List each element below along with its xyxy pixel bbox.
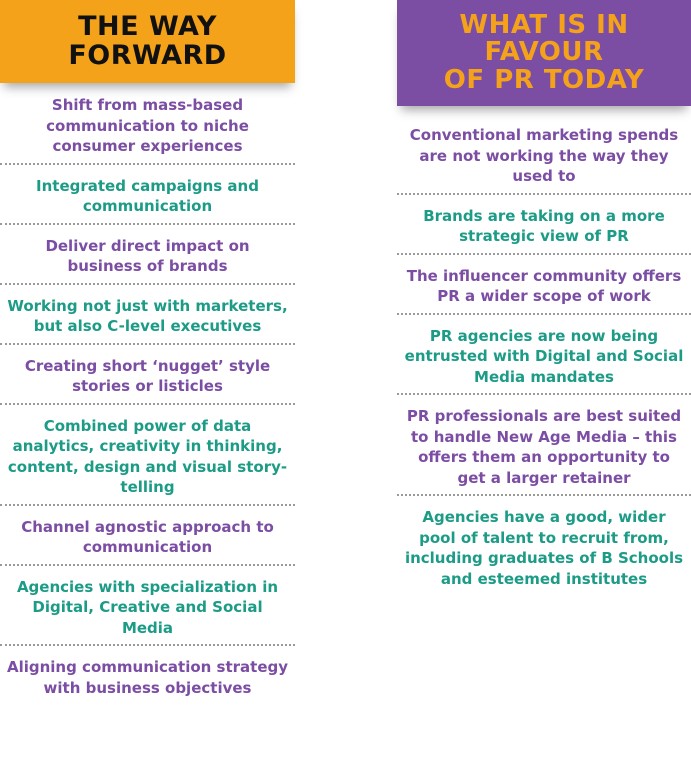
list-item: Combined power of data analytics, creati… xyxy=(0,412,295,506)
list-item: Conventional marketing spends are not wo… xyxy=(397,121,691,195)
title-line: THE WAY xyxy=(78,11,217,43)
list-item: Channel agnostic approach to communicati… xyxy=(0,513,295,566)
title-line: FORWARD xyxy=(68,39,227,71)
list-item: PR agencies are now being entrusted with… xyxy=(397,322,691,395)
list-item: Working not just with marketers, but als… xyxy=(0,292,295,345)
the-way-forward-list: Shift from mass-based communication to n… xyxy=(0,83,295,704)
list-item: Aligning communication strategy with bus… xyxy=(6,658,289,697)
title-line: FAVOUR xyxy=(484,37,604,68)
list-item: Agencies with specialization in Digital,… xyxy=(0,573,295,646)
title-line: OF PR TODAY xyxy=(443,64,645,95)
in-favour-of-pr-banner: WHAT IS IN FAVOUR OF PR TODAY xyxy=(397,0,691,106)
the-way-forward-column: THE WAY FORWARD Shift from mass-based co… xyxy=(0,0,295,711)
list-item: Creating short ‘nugget’ style stories or… xyxy=(0,352,295,405)
in-favour-of-pr-list: Conventional marketing spends are not wo… xyxy=(397,106,691,595)
list-item: Integrated campaigns and communication xyxy=(0,172,295,225)
list-item: Shift from mass-based communication to n… xyxy=(0,91,295,165)
in-favour-of-pr-column: WHAT IS IN FAVOUR OF PR TODAY Convention… xyxy=(397,0,691,602)
list-item: Deliver direct impact on business of bra… xyxy=(0,232,295,285)
list-item: PR professionals are best suited to hand… xyxy=(397,402,691,496)
list-item: Agencies have a good, wider pool of tale… xyxy=(404,508,684,588)
the-way-forward-banner: THE WAY FORWARD xyxy=(0,0,295,83)
the-way-forward-title: THE WAY FORWARD xyxy=(68,11,227,71)
list-item: Brands are taking on a more strategic vi… xyxy=(397,202,691,255)
list-item: The influencer community offers PR a wid… xyxy=(397,262,691,315)
in-favour-of-pr-title: WHAT IS IN FAVOUR OF PR TODAY xyxy=(443,10,645,95)
title-line: WHAT IS IN xyxy=(459,10,629,41)
